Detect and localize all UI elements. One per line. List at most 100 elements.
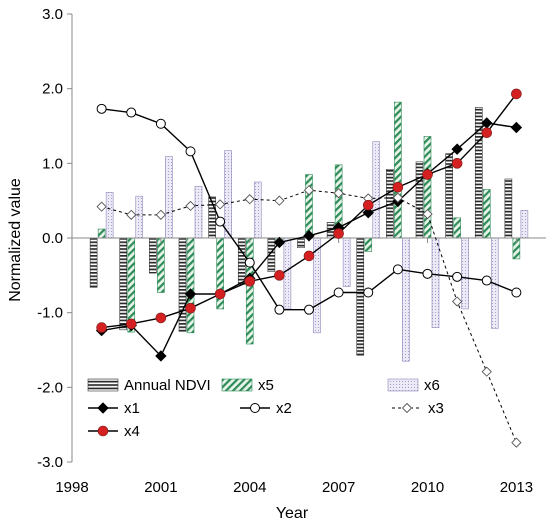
- series-x2-point-2000: [126, 107, 137, 118]
- bars-layer: [89, 101, 529, 362]
- legend-label-x6: x6: [424, 377, 440, 394]
- bar-x6-2004: [253, 181, 262, 239]
- bar-annual-ndvi-2000: [119, 237, 128, 331]
- series-x4-point-2003: [214, 288, 226, 300]
- series-x2-point-2012: [481, 275, 492, 286]
- series-x3-point-2006: [303, 185, 315, 196]
- legend: Annual NDVI x5 x6 x1 x2 x3 x4: [87, 377, 444, 440]
- series-x4-point-2012: [481, 127, 493, 139]
- x-tick-label: 2004: [233, 479, 266, 496]
- series-x4-point-1999: [96, 322, 107, 333]
- bar-x5-2000: [127, 237, 136, 333]
- x-tick-label: 2010: [411, 479, 444, 496]
- series-x1-point-2005: [273, 236, 286, 249]
- legend-marker-x4: [97, 425, 109, 437]
- series-x2-point-2001: [155, 118, 166, 129]
- legend-label-x2: x2: [276, 400, 292, 417]
- series-x4-point-2001: [155, 312, 167, 324]
- series-x3-point-2004: [244, 194, 255, 205]
- bar-x6-2007: [342, 237, 351, 287]
- series-x3-point-2007: [333, 188, 344, 199]
- series-x3-point-2013: [511, 437, 522, 448]
- series-x3-point-2011: [451, 296, 463, 307]
- series-x2-point-2010: [422, 268, 433, 279]
- bar-annual-ndvi-2010: [415, 161, 424, 239]
- series-x2-point-2013: [511, 287, 522, 298]
- series-x3-point-2003: [214, 199, 226, 210]
- series-x3-point-2009: [392, 192, 404, 203]
- bar-x6-2009: [402, 237, 410, 362]
- legend-swatch-x5: [221, 378, 253, 392]
- bar-x5-2002: [186, 237, 195, 334]
- legend-marker-x1: [97, 402, 109, 414]
- bar-annual-ndvi-2012: [474, 107, 483, 239]
- x-tick-label: 2007: [322, 479, 355, 496]
- bar-annual-ndvi-2001: [149, 237, 157, 274]
- series-x3-point-2005: [274, 195, 285, 206]
- y-tick-label: 0.0: [42, 230, 63, 247]
- bar-x6-2003: [224, 150, 232, 239]
- legend-swatch-x6: [387, 378, 419, 392]
- bar-x5-2004: [245, 237, 254, 345]
- bar-x6-1999: [105, 192, 114, 239]
- bar-annual-ndvi-2013: [504, 178, 513, 239]
- series-x3-point-1999: [96, 201, 107, 212]
- series-x1-point-2013: [510, 121, 523, 134]
- series-x1-point-2011: [451, 143, 463, 155]
- legend-marker-x2: [250, 403, 260, 413]
- bar-x5-2008: [364, 237, 373, 252]
- y-axis-title: Normalized value: [7, 178, 24, 302]
- bar-x6-2005: [283, 237, 292, 310]
- bar-x6-2001: [165, 156, 173, 239]
- legend-label-x1: x1: [124, 400, 140, 417]
- legend-label-annual-ndvi: Annual NDVI: [124, 377, 211, 394]
- bar-annual-ndvi-2006: [297, 237, 305, 249]
- bar-x6-2011: [461, 237, 469, 310]
- bar-annual-ndvi-2004: [237, 237, 246, 285]
- series-x2-point-2007: [333, 287, 344, 298]
- x-tick-label: 2001: [144, 479, 177, 496]
- legend-label-x5: x5: [258, 377, 274, 394]
- series-x2-point-2004: [244, 257, 255, 268]
- series-x4-point-2006: [303, 250, 315, 262]
- y-tick-label: -1.0: [37, 305, 63, 322]
- series-x3-point-2002: [185, 200, 196, 212]
- series-x2-point-2002: [185, 146, 196, 157]
- series-x4-point-2000: [125, 318, 137, 330]
- bar-x5-2009: [394, 101, 402, 239]
- x-axis-title: Year: [276, 505, 309, 522]
- bar-x5-2012: [482, 189, 491, 239]
- series-x1-point-2008: [362, 206, 374, 219]
- bar-annual-ndvi-1999: [89, 237, 98, 288]
- series-x3-point-2010: [422, 208, 433, 220]
- y-tick-label: -2.0: [37, 379, 63, 396]
- series-x4-point-2002: [185, 302, 196, 314]
- series-x2-point-2011: [452, 271, 463, 282]
- series-x3-point-2000: [126, 209, 137, 220]
- y-tick-label: 2.0: [42, 81, 63, 98]
- bar-x6-2008: [372, 141, 381, 239]
- bar-x6-2000: [135, 195, 144, 239]
- bar-x6-2002: [194, 186, 203, 239]
- legend-marker-x3: [401, 402, 413, 414]
- bar-x5-2001: [157, 237, 165, 293]
- series-x4-point-2013: [511, 88, 522, 100]
- series-x4-point-2009: [392, 181, 404, 193]
- series-x1-point-2002: [184, 288, 197, 300]
- series-x4-point-2010: [422, 169, 433, 180]
- series-x2-point-2006: [304, 304, 314, 315]
- y-tick-label: 1.0: [42, 155, 63, 172]
- series-x4-point-2008: [362, 199, 374, 211]
- bar-annual-ndvi-2008: [356, 237, 365, 356]
- bar-x5-1999: [97, 228, 106, 239]
- bar-x5-2011: [453, 217, 461, 239]
- legend-label-x4: x4: [124, 423, 140, 440]
- x-tick-label: 1998: [55, 479, 88, 496]
- legend-label-x3: x3: [428, 400, 444, 417]
- axes-layer: 3.0 2.0 1.0 0.0 -1.0 -2.0 -3.0 1998 2001 2004 2007…: [37, 6, 546, 496]
- series-x2-point-2009: [392, 264, 403, 275]
- series-x4-point-2007: [333, 228, 344, 239]
- series-x2-point-2003: [215, 216, 226, 227]
